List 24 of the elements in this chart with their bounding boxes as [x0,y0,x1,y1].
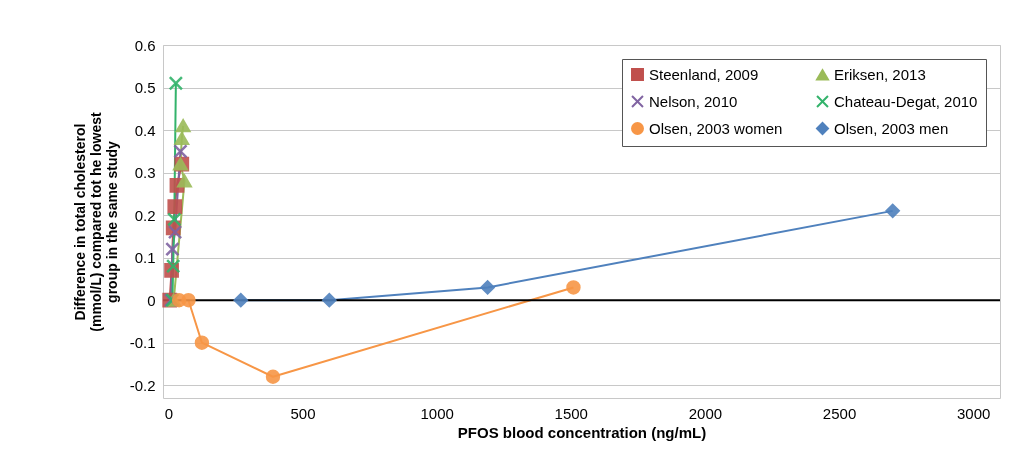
y-tick-label: 0.1 [134,249,156,267]
y-tick-label: 0.2 [134,206,156,224]
legend-label: Eriksen, 2013 [834,65,926,83]
x-tick-label: 2000 [688,404,723,422]
x-tick-label: 500 [290,404,316,422]
x-tick-label: 2500 [822,404,857,422]
y-tick-label: -0.1 [129,334,156,352]
y-axis-title: Difference in total cholesterol (mmol/L) compared tot he lowest group in the same study [71,111,120,332]
legend-label: Chateau-Degat, 2010 [834,92,978,110]
y-tick-label: 0.3 [134,164,156,182]
legend-label: Steenland, 2009 [649,65,759,83]
x-tick-label: 1000 [420,404,454,422]
y-tick-label: 0.4 [134,121,156,139]
y-tick-label: -0.2 [129,376,156,394]
legend-label: Olsen, 2003 women [649,119,783,137]
y-tick-label: 0.5 [134,79,156,97]
y-tick-label: 0 [147,291,156,309]
y-tick-label: 0.6 [134,36,156,54]
x-tick-label: 1500 [554,404,588,422]
x-tick-label: 3000 [956,404,991,422]
legend-label: Nelson, 2010 [649,92,738,110]
legend-label: Olsen, 2003 men [834,119,949,137]
x-tick-label: 0 [164,404,174,422]
x-axis-title: PFOS blood concentration (ng/mL) [457,423,707,441]
